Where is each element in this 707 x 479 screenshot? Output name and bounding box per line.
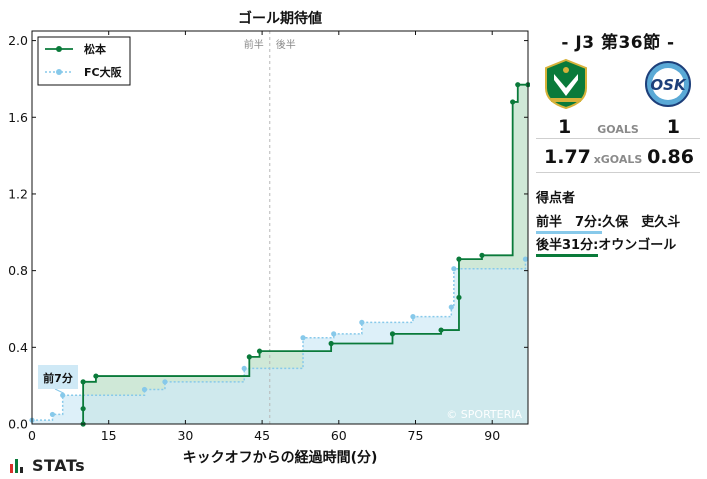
away-xg-point — [410, 314, 416, 320]
xg-chart: ゴール期待値 前半 後半 0.0 0.4 0.8 1.2 1.6 2.0 0 15 30 45 60 75… — [8, 10, 530, 466]
home-xg-point — [246, 354, 252, 360]
legend-home-label: 松本 — [84, 42, 106, 56]
x-tick-label: 90 — [484, 428, 500, 443]
home-xg-point — [80, 406, 86, 412]
home-xg-point — [389, 331, 396, 337]
away-xg-point — [522, 256, 529, 262]
goals-label: GOALS — [597, 123, 639, 136]
home-xg: 1.77 — [544, 146, 591, 168]
home-xg-point — [80, 379, 86, 385]
away-xg-point — [300, 335, 306, 341]
x-axis-label: キックオフからの経過時間(分) — [183, 449, 378, 466]
y-tick-label: 1.6 — [8, 110, 28, 125]
annotation-pointer — [54, 388, 65, 394]
y-tick-label: 0.0 — [8, 417, 28, 432]
home-xg-point — [456, 294, 462, 301]
svg-text:OSK: OSK — [650, 76, 687, 94]
home-xg-point — [328, 340, 334, 347]
plot-area: 前半 後半 0.0 0.4 0.8 1.2 1.6 2.0 0 15 30 45 60 75 90 松本 FC大… — [8, 30, 530, 443]
chart-title: ゴール期待値 — [238, 10, 322, 27]
scorers-title: 得点者 — [536, 191, 576, 206]
legend-box — [37, 36, 131, 86]
away-xg-point — [141, 386, 148, 393]
home-xg-point — [515, 82, 521, 88]
halftime-label-first: 前半 — [244, 38, 264, 51]
y-tick-label: 0.4 — [8, 340, 28, 355]
x-tick-label: 45 — [254, 428, 270, 443]
plot-frame — [31, 30, 529, 425]
y-tick-label: 0.8 — [8, 263, 28, 278]
away-xg-point — [359, 319, 365, 325]
home-goals: 1 — [558, 116, 572, 138]
away-xg-line — [32, 258, 528, 421]
annotation-label: 前7分 — [43, 371, 73, 385]
x-tick-label: 15 — [101, 428, 117, 443]
brand-name: STATs — [32, 456, 86, 475]
x-tick-label: 60 — [331, 428, 347, 443]
away-xg-point — [60, 392, 66, 398]
match-title: - J3 第36節 - — [561, 33, 675, 53]
legend: 松本 FC大阪 — [37, 36, 131, 86]
fc-osaka-emblem-icon: OSK — [645, 61, 691, 107]
away-xg-point — [331, 331, 337, 337]
home-xg-point — [256, 348, 263, 354]
scorer-player: オウンゴール — [598, 238, 677, 253]
away-xg-point — [451, 266, 457, 272]
away-xg: 0.86 — [647, 146, 694, 168]
annotation-box — [38, 365, 78, 389]
x-tick-label: 75 — [408, 428, 424, 443]
away-area-fill — [32, 259, 528, 424]
scorer-player: 久保 吏久斗 — [602, 215, 681, 230]
home-xg-point — [438, 327, 444, 333]
match-summary-panel: - J3 第36節 - OSK 1 GOALS 1 1.77 xGOALS 0.… — [532, 0, 704, 479]
goals-row: 1 GOALS 1 — [536, 116, 700, 139]
matsumoto-emblem-icon — [545, 58, 587, 110]
y-tick-label: 1.2 — [8, 186, 28, 201]
scorer-time: 後半31分: — [536, 234, 599, 257]
home-xg-point — [456, 256, 462, 262]
away-xg-point — [448, 304, 454, 310]
away-xg-point — [49, 411, 56, 418]
home-xg-point — [93, 373, 99, 379]
away-xg-point — [241, 365, 247, 372]
halftime-label-second: 後半 — [276, 38, 296, 51]
home-xg-point — [479, 252, 485, 258]
home-xg-point — [510, 99, 516, 105]
scorer-item: 前半 7分:久保 吏久斗 — [536, 211, 680, 234]
away-goals: 1 — [666, 116, 680, 138]
legend-home-marker — [56, 46, 62, 52]
scorer-item: 後半31分:オウンゴール — [536, 234, 676, 257]
xgoals-label: xGOALS — [593, 153, 643, 166]
scorer-time: 前半 7分: — [536, 211, 603, 234]
y-tick-label: 2.0 — [8, 33, 28, 48]
xgoals-row: 1.77 xGOALS 0.86 — [536, 146, 700, 173]
away-xg-point — [162, 379, 168, 385]
x-tick-label: 0 — [28, 428, 36, 443]
watermark: © SPORTERIA — [446, 408, 522, 421]
stats-logo: STATs — [8, 456, 108, 476]
legend-away-label: FC大阪 — [84, 65, 123, 79]
x-tick-label: 30 — [177, 428, 193, 443]
legend-away-marker — [56, 69, 62, 75]
